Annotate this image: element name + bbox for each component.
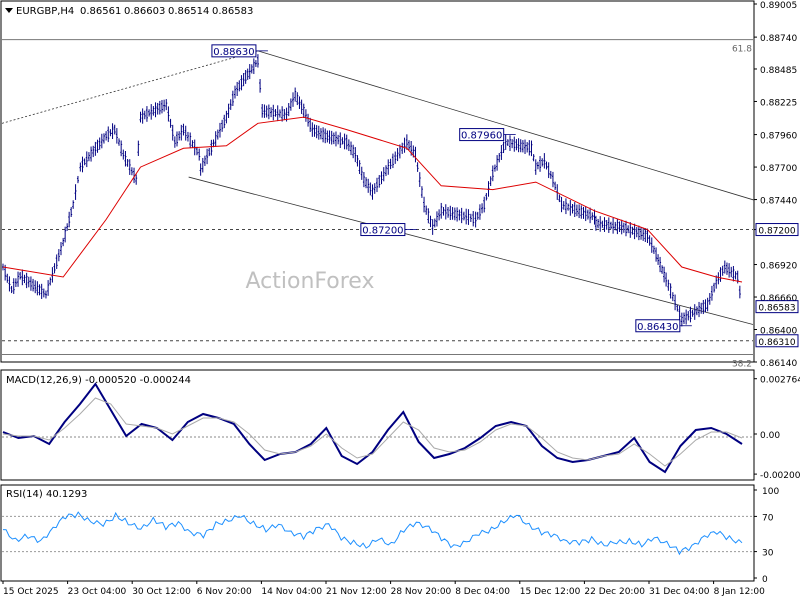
- price-tick-label: 0.87440: [760, 197, 797, 207]
- time-tick-label: 8 Dec 04:00: [455, 587, 510, 597]
- ma-line: [2, 116, 743, 283]
- rsi-label: RSI(14) 40.1293: [6, 489, 87, 500]
- price-tick-label: 0.88225: [760, 98, 797, 108]
- time-tick-label: 6 Nov 20:00: [197, 587, 252, 597]
- price-tick-label: 0.87960: [760, 132, 797, 142]
- rsi-panel-frame: [0, 484, 755, 582]
- rsi-tick-label: 100: [762, 487, 779, 497]
- time-tick-label: 8 Jan 12:00: [714, 587, 766, 597]
- macd-panel-frame: [0, 369, 755, 481]
- price-tick-label: 0.89005: [760, 1, 797, 11]
- channel-upper-line: [257, 50, 755, 201]
- price-tick-label: 0.88485: [760, 66, 797, 76]
- ohlc-close: 0.86583: [212, 6, 253, 17]
- time-tick-label: 15 Oct 2025: [3, 587, 59, 597]
- time-tick-label: 15 Dec 12:00: [520, 587, 581, 597]
- price-tick-label: 0.86920: [760, 262, 797, 272]
- time-tick-label: 28 Nov 20:00: [391, 587, 452, 597]
- ohlc-low: 0.86514: [168, 6, 209, 17]
- rsi-tick-label: 70: [762, 513, 774, 523]
- price-tick-label: 0.86400: [760, 327, 797, 337]
- ohlc-open: 0.86561: [80, 6, 121, 17]
- macd-line: [2, 382, 743, 474]
- rsi-levels: [2, 515, 753, 553]
- time-tick-label: 30 Oct 12:00: [132, 587, 191, 597]
- rsi-line: [2, 511, 743, 556]
- price-annotation-label: 0.88630: [213, 47, 254, 58]
- fib-level-label: 61.8: [732, 45, 752, 55]
- price-tick-label: 0.87700: [760, 164, 797, 174]
- price-annotation-label: 0.87960: [461, 131, 502, 142]
- triangle-down-icon: [5, 8, 13, 13]
- time-axis: 15 Oct 2025 23 Oct 04:00 30 Oct 12:00 6 Nov…: [2, 581, 766, 597]
- macd-signal-line: [2, 397, 743, 467]
- price-annotation-label: 0.86430: [637, 322, 678, 333]
- rsi-tick-label: 30: [762, 549, 774, 559]
- price-tags: 0.86583 0.87200 0.86310: [755, 223, 799, 348]
- macd-tick-label: 0.00: [760, 431, 780, 441]
- macd-lines: [2, 382, 743, 474]
- price-tick-label: 0.88740: [760, 34, 797, 44]
- fib-level-label: 38.2: [732, 360, 752, 370]
- price-tick-label: 0.86140: [760, 359, 797, 369]
- price-annotation-label: 0.87200: [362, 226, 403, 237]
- price-tag-label: 0.86310: [758, 338, 795, 348]
- chart-header: EURGBP,H4 0.86561 0.86603 0.86514 0.8658…: [5, 6, 253, 17]
- symbol-label: EURGBP,H4: [16, 6, 74, 17]
- time-tick-label: 21 Nov 12:00: [326, 587, 387, 597]
- price-tick-label: 0.86660: [760, 294, 797, 304]
- time-tick-label: 23 Oct 04:00: [68, 587, 127, 597]
- trend-channel: [1, 50, 755, 325]
- macd-axis: 0.002764 0.00 -0.002005: [754, 376, 800, 481]
- macd-tick-label: -0.002005: [760, 471, 800, 481]
- channel-lower-line: [188, 176, 754, 325]
- price-tag-label: 0.86583: [758, 304, 795, 314]
- price-tag-box: [755, 334, 799, 348]
- macd-tick-label: 0.002764: [760, 376, 800, 386]
- watermark: ActionForex: [246, 269, 375, 294]
- price-annotations: 0.88630 0.87960 0.87200 0.86430: [211, 44, 692, 333]
- price-tag-box: [755, 223, 799, 237]
- time-tick-label: 22 Dec 20:00: [584, 587, 645, 597]
- trend-dotted-line: [1, 50, 259, 124]
- rsi-axis: 100 70 30 0: [754, 487, 779, 585]
- moving-average: [2, 116, 743, 283]
- rsi-polyline: [2, 511, 743, 556]
- price-axis: 0.89005 0.88740 0.88485 0.88225 0.87960 0.877…: [754, 1, 797, 369]
- time-tick-label: 31 Dec 04:00: [649, 587, 710, 597]
- ohlc-high: 0.86603: [124, 6, 165, 17]
- rsi-tick-label: 0: [762, 575, 768, 585]
- price-tag-label: 0.87200: [758, 227, 795, 237]
- price-tag-box: [755, 300, 799, 314]
- macd-label: MACD(12,26,9) -0.000520 -0.000244: [6, 375, 191, 386]
- time-tick-label: 14 Nov 04:00: [261, 587, 322, 597]
